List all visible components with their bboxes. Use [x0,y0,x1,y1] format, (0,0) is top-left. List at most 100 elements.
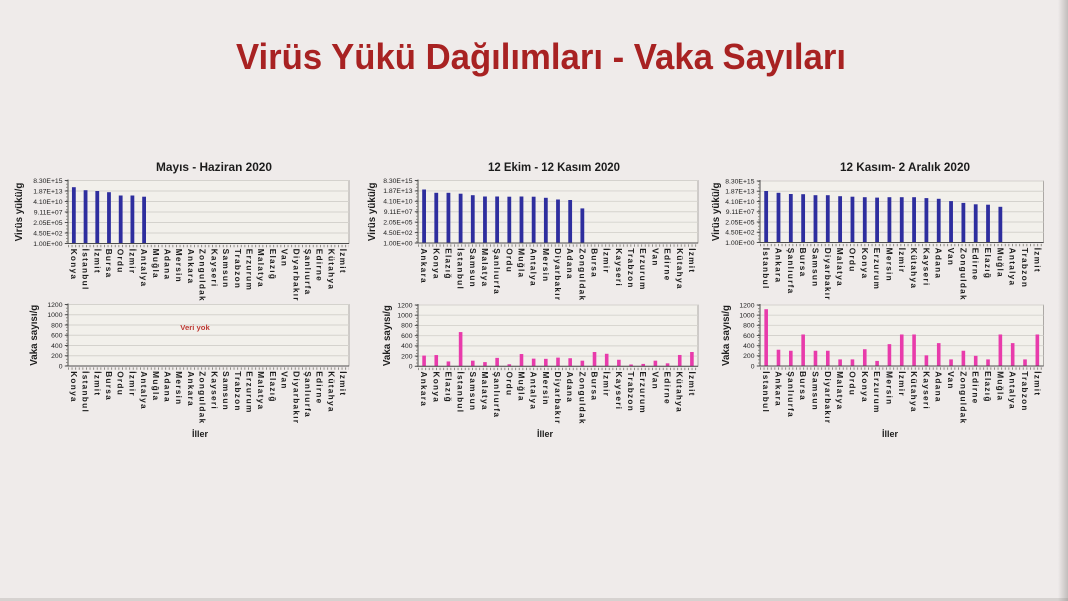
svg-text:Konya: Konya [431,372,441,404]
svg-text:Trabzon: Trabzon [1020,248,1030,289]
svg-text:Konya: Konya [431,248,441,280]
svg-text:Samsun: Samsun [221,249,231,289]
svg-text:Van: Van [946,248,956,267]
svg-text:Trabzon: Trabzon [626,372,636,413]
svg-text:4.10E+10: 4.10E+10 [33,199,63,206]
svg-text:Ordu: Ordu [504,248,514,273]
svg-text:Adana: Adana [565,372,575,404]
svg-text:0: 0 [751,363,755,370]
svg-text:Kütahya: Kütahya [909,248,919,289]
svg-text:Malatya: Malatya [480,248,490,287]
svg-text:Ankara: Ankara [773,248,783,284]
svg-text:4.50E+02: 4.50E+02 [725,230,755,237]
svg-text:İzmir: İzmir [127,371,137,397]
svg-text:1000: 1000 [397,313,412,320]
svg-text:Kütahya: Kütahya [326,249,336,290]
svg-text:Edirne: Edirne [663,248,673,281]
svg-text:200: 200 [743,353,755,360]
svg-text:800: 800 [743,323,755,330]
svg-text:Van: Van [650,248,660,267]
svg-text:Bursa: Bursa [590,248,600,278]
svg-text:Ankara: Ankara [419,248,429,284]
svg-text:Zonguldak: Zonguldak [198,249,208,302]
svg-text:12 Kasım- 2 Aralık 2020: 12 Kasım- 2 Aralık 2020 [840,160,970,174]
svg-text:İstanbul: İstanbul [81,249,91,291]
svg-text:Ankara: Ankara [186,371,196,407]
svg-text:800: 800 [401,323,413,330]
svg-text:Trabzon: Trabzon [233,371,243,412]
svg-text:Ordu: Ordu [847,248,857,273]
svg-text:Erzurum: Erzurum [638,248,648,290]
svg-text:Antalya: Antalya [1008,248,1018,287]
svg-text:İller: İller [882,429,899,439]
svg-text:Diyarbakır: Diyarbakır [553,248,563,301]
svg-text:600: 600 [51,333,63,340]
svg-text:Erzurum: Erzurum [872,371,882,413]
svg-text:Zonguldak: Zonguldak [577,248,587,301]
svg-text:1.87E+13: 1.87E+13 [383,188,413,195]
svg-text:İstanbul: İstanbul [456,372,466,414]
svg-text:Mersin: Mersin [884,371,894,405]
svg-text:İzmir: İzmir [897,248,907,274]
svg-text:Erzurum: Erzurum [244,249,254,291]
svg-text:Kütahya: Kütahya [675,372,685,413]
svg-text:Kayseri: Kayseri [614,372,624,411]
svg-text:Erzurum: Erzurum [872,248,882,290]
svg-text:Muğla: Muğla [516,372,526,402]
svg-text:0: 0 [409,364,413,371]
svg-text:Antalya: Antalya [529,372,539,411]
svg-text:İzmit: İzmit [1032,248,1042,273]
svg-text:1.87E+13: 1.87E+13 [33,188,63,195]
svg-text:Kütahya: Kütahya [326,371,336,412]
svg-text:Erzurum: Erzurum [244,371,254,413]
svg-text:9.11E+07: 9.11E+07 [34,209,63,216]
svg-text:2.05E+05: 2.05E+05 [725,219,755,226]
svg-text:0: 0 [59,363,63,370]
svg-text:Elazığ: Elazığ [268,249,278,280]
svg-text:İzmir: İzmir [602,248,612,274]
svg-text:1000: 1000 [739,312,754,319]
svg-text:Ankara: Ankara [419,372,429,408]
svg-text:Muğla: Muğla [995,248,1005,278]
svg-text:İzmit: İzmit [92,371,102,396]
svg-text:Vaka sayısı/g: Vaka sayısı/g [382,305,393,366]
svg-text:Şanlıurfa: Şanlıurfa [786,248,796,295]
svg-text:Mersin: Mersin [541,248,551,282]
svg-text:Adana: Adana [565,248,575,280]
svg-text:8.30E+15: 8.30E+15 [33,178,63,185]
svg-text:Van: Van [280,249,290,268]
svg-text:Zonguldak: Zonguldak [198,371,208,424]
svg-text:Edirne: Edirne [971,248,981,281]
svg-text:Samsun: Samsun [810,371,820,411]
svg-text:Samsun: Samsun [221,371,231,411]
svg-text:İzmit: İzmit [338,371,348,396]
svg-text:Kayseri: Kayseri [209,371,219,410]
svg-text:600: 600 [401,333,413,340]
svg-text:Mersin: Mersin [884,248,894,282]
svg-text:Edirne: Edirne [315,371,325,404]
svg-text:İstanbul: İstanbul [456,248,466,290]
svg-text:Samsun: Samsun [468,372,478,412]
svg-text:200: 200 [401,353,413,360]
svg-text:Antalya: Antalya [139,371,149,410]
svg-text:Ordu: Ordu [116,371,126,396]
svg-text:Malatya: Malatya [480,372,490,411]
svg-text:2.05E+05: 2.05E+05 [33,220,63,227]
svg-text:4.50E+02: 4.50E+02 [33,230,63,237]
svg-text:400: 400 [743,343,755,350]
svg-text:Kayseri: Kayseri [921,248,931,287]
svg-text:Bursa: Bursa [104,371,114,401]
svg-text:Mayıs - Haziran 2020: Mayıs - Haziran 2020 [156,160,272,174]
svg-text:Virüs yükü/g: Virüs yükü/g [14,183,25,242]
svg-text:Edirne: Edirne [663,372,673,405]
svg-text:400: 400 [51,343,63,350]
svg-text:Antalya: Antalya [1008,371,1018,410]
svg-text:Bursa: Bursa [590,372,600,402]
svg-text:Adana: Adana [163,249,173,281]
svg-text:Ordu: Ordu [847,371,857,396]
svg-text:Mersin: Mersin [541,372,551,406]
svg-text:Ordu: Ordu [504,372,514,397]
svg-text:Elazığ: Elazığ [443,248,453,279]
svg-text:Erzurum: Erzurum [638,372,648,414]
svg-text:Trabzon: Trabzon [626,248,636,289]
